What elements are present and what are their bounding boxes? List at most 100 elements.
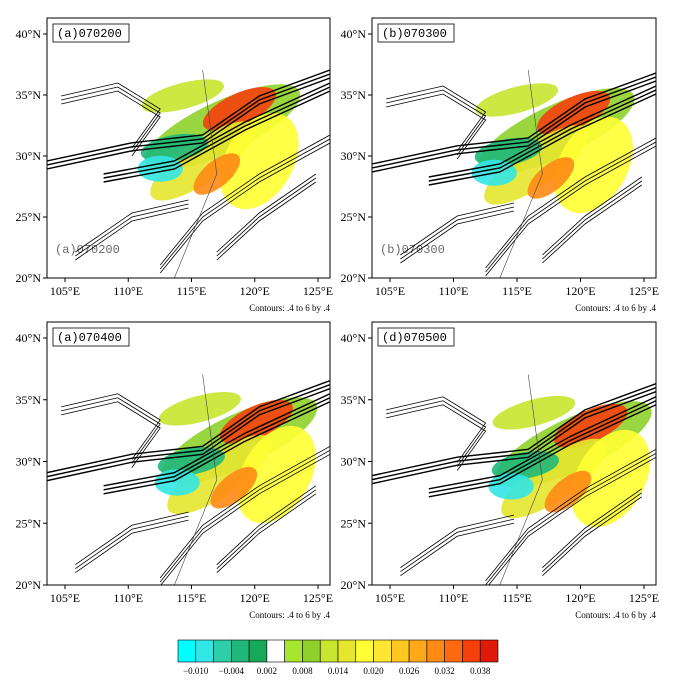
- colorbar-swatch: [373, 639, 392, 663]
- lat-tick-label: 40°N: [16, 27, 42, 41]
- colorbar-swatch: [284, 639, 303, 663]
- contour-line: [386, 85, 487, 152]
- panel-label-box: [377, 327, 455, 347]
- contour-line: [372, 76, 656, 169]
- lat-tick-label: 40°N: [16, 331, 42, 345]
- lon-tick-label: 105°E: [375, 591, 405, 605]
- contour-line: [400, 514, 515, 569]
- contour-line: [75, 511, 189, 566]
- lat-tick-label: 30°N: [341, 149, 367, 163]
- lat-tick-label: 35°N: [16, 88, 42, 102]
- lon-tick-label: 120°E: [565, 591, 595, 605]
- contour-line: [159, 446, 330, 579]
- lon-tick-label: 110°E: [439, 591, 469, 605]
- panel-label: (a)070200: [57, 27, 122, 41]
- lon-tick-label: 125°E: [629, 591, 659, 605]
- field-blob: [158, 391, 241, 426]
- contour-line: [386, 93, 487, 160]
- contour-line: [400, 202, 515, 256]
- lon-tick-label: 120°E: [240, 591, 270, 605]
- colorbar-label: 0.038: [470, 666, 491, 676]
- contour-line: [75, 207, 189, 261]
- contour-line: [61, 90, 161, 157]
- lat-tick-label: 25°N: [341, 516, 367, 530]
- map-field: [372, 374, 656, 585]
- contour-line: [428, 400, 656, 494]
- contour-note: Contours: .4 to 6 by .4: [249, 303, 330, 313]
- lon-tick-label: 110°E: [113, 591, 143, 605]
- ghost-label: (a)070200: [55, 243, 120, 257]
- panel-label: (a)070400: [57, 331, 122, 345]
- lat-tick-label: 35°N: [16, 393, 42, 407]
- colorbar-label: 0.002: [257, 666, 277, 676]
- lat-tick-label: 25°N: [16, 516, 42, 530]
- lon-tick-label: 120°E: [565, 284, 595, 298]
- map-field: [372, 69, 656, 278]
- contour-line: [47, 387, 330, 482]
- contour-line: [428, 89, 656, 182]
- contour-line: [372, 382, 656, 477]
- contour-line: [542, 492, 643, 572]
- lat-tick-label: 20°N: [16, 271, 42, 285]
- contour-line: [372, 390, 656, 485]
- contour-line: [61, 82, 161, 149]
- contour-line: [372, 72, 656, 165]
- panel-label: (d)070500: [382, 331, 447, 345]
- contour-line: [159, 138, 330, 270]
- contour-line: [485, 145, 656, 277]
- contour-line: [103, 393, 330, 487]
- contour-note: Contours: .4 to 6 by .4: [575, 610, 656, 620]
- panel-label-box: [52, 23, 130, 43]
- contour-line: [61, 397, 161, 464]
- lat-tick-label: 20°N: [341, 271, 367, 285]
- contour-line: [428, 85, 656, 178]
- colorbar-label: 0.008: [292, 666, 313, 676]
- contour-line: [372, 80, 656, 173]
- colorbar-swatch: [337, 639, 357, 663]
- lat-tick-label: 35°N: [341, 393, 367, 407]
- field-blob: [474, 137, 542, 167]
- colorbar-label: 0.032: [435, 666, 455, 676]
- field-blob: [501, 438, 607, 519]
- field-blob: [554, 403, 628, 448]
- contour-line: [216, 181, 317, 261]
- contour-line: [485, 449, 656, 582]
- contour-line: [75, 515, 189, 570]
- lat-tick-label: 30°N: [16, 149, 42, 163]
- colorbar-swatch: [426, 639, 445, 663]
- contour-line: [488, 457, 656, 585]
- contour-line: [542, 488, 643, 568]
- contour-note: Contours: .4 to 6 by .4: [575, 303, 656, 313]
- colorbar-swatch: [231, 639, 250, 663]
- contour-line: [216, 485, 317, 565]
- lat-tick-label: 25°N: [341, 210, 367, 224]
- field-blob: [219, 399, 293, 444]
- colorbar-label: 0.020: [363, 666, 384, 676]
- colorbar-swatch: [195, 639, 214, 663]
- colorbar-swatch: [408, 639, 428, 663]
- colorbar-swatch: [479, 639, 499, 663]
- field-blob: [475, 83, 559, 117]
- map-panel: (a)070400 40°N 35°N 30°N 25°N 20°N 105°E 110°E 1…: [16, 321, 333, 620]
- map-panel: (a)070200 (a)070200 40°N 35°N 30°N 25°N 20°N 10…: [16, 17, 333, 313]
- colorbar-swatch: [462, 639, 481, 663]
- panel-label: (b)070300: [382, 27, 447, 41]
- lon-tick-label: 105°E: [50, 284, 80, 298]
- contour-line: [75, 199, 189, 253]
- lat-tick-label: 40°N: [341, 331, 367, 345]
- lon-tick-label: 110°E: [439, 284, 469, 298]
- lon-tick-label: 105°E: [50, 591, 80, 605]
- contour-line: [400, 522, 515, 577]
- ghost-label: (b)070300: [380, 243, 445, 257]
- contour-line: [47, 77, 330, 170]
- contour-line: [216, 489, 317, 569]
- lon-tick-label: 115°E: [177, 284, 207, 298]
- lat-tick-label: 20°N: [16, 578, 42, 592]
- colorbar-swatch: [302, 639, 321, 663]
- field-blob: [154, 469, 200, 496]
- colorbar-label: 0.026: [399, 666, 420, 676]
- map-frame: [371, 17, 657, 279]
- panel-label-box: [52, 327, 130, 347]
- field-blob: [544, 470, 592, 513]
